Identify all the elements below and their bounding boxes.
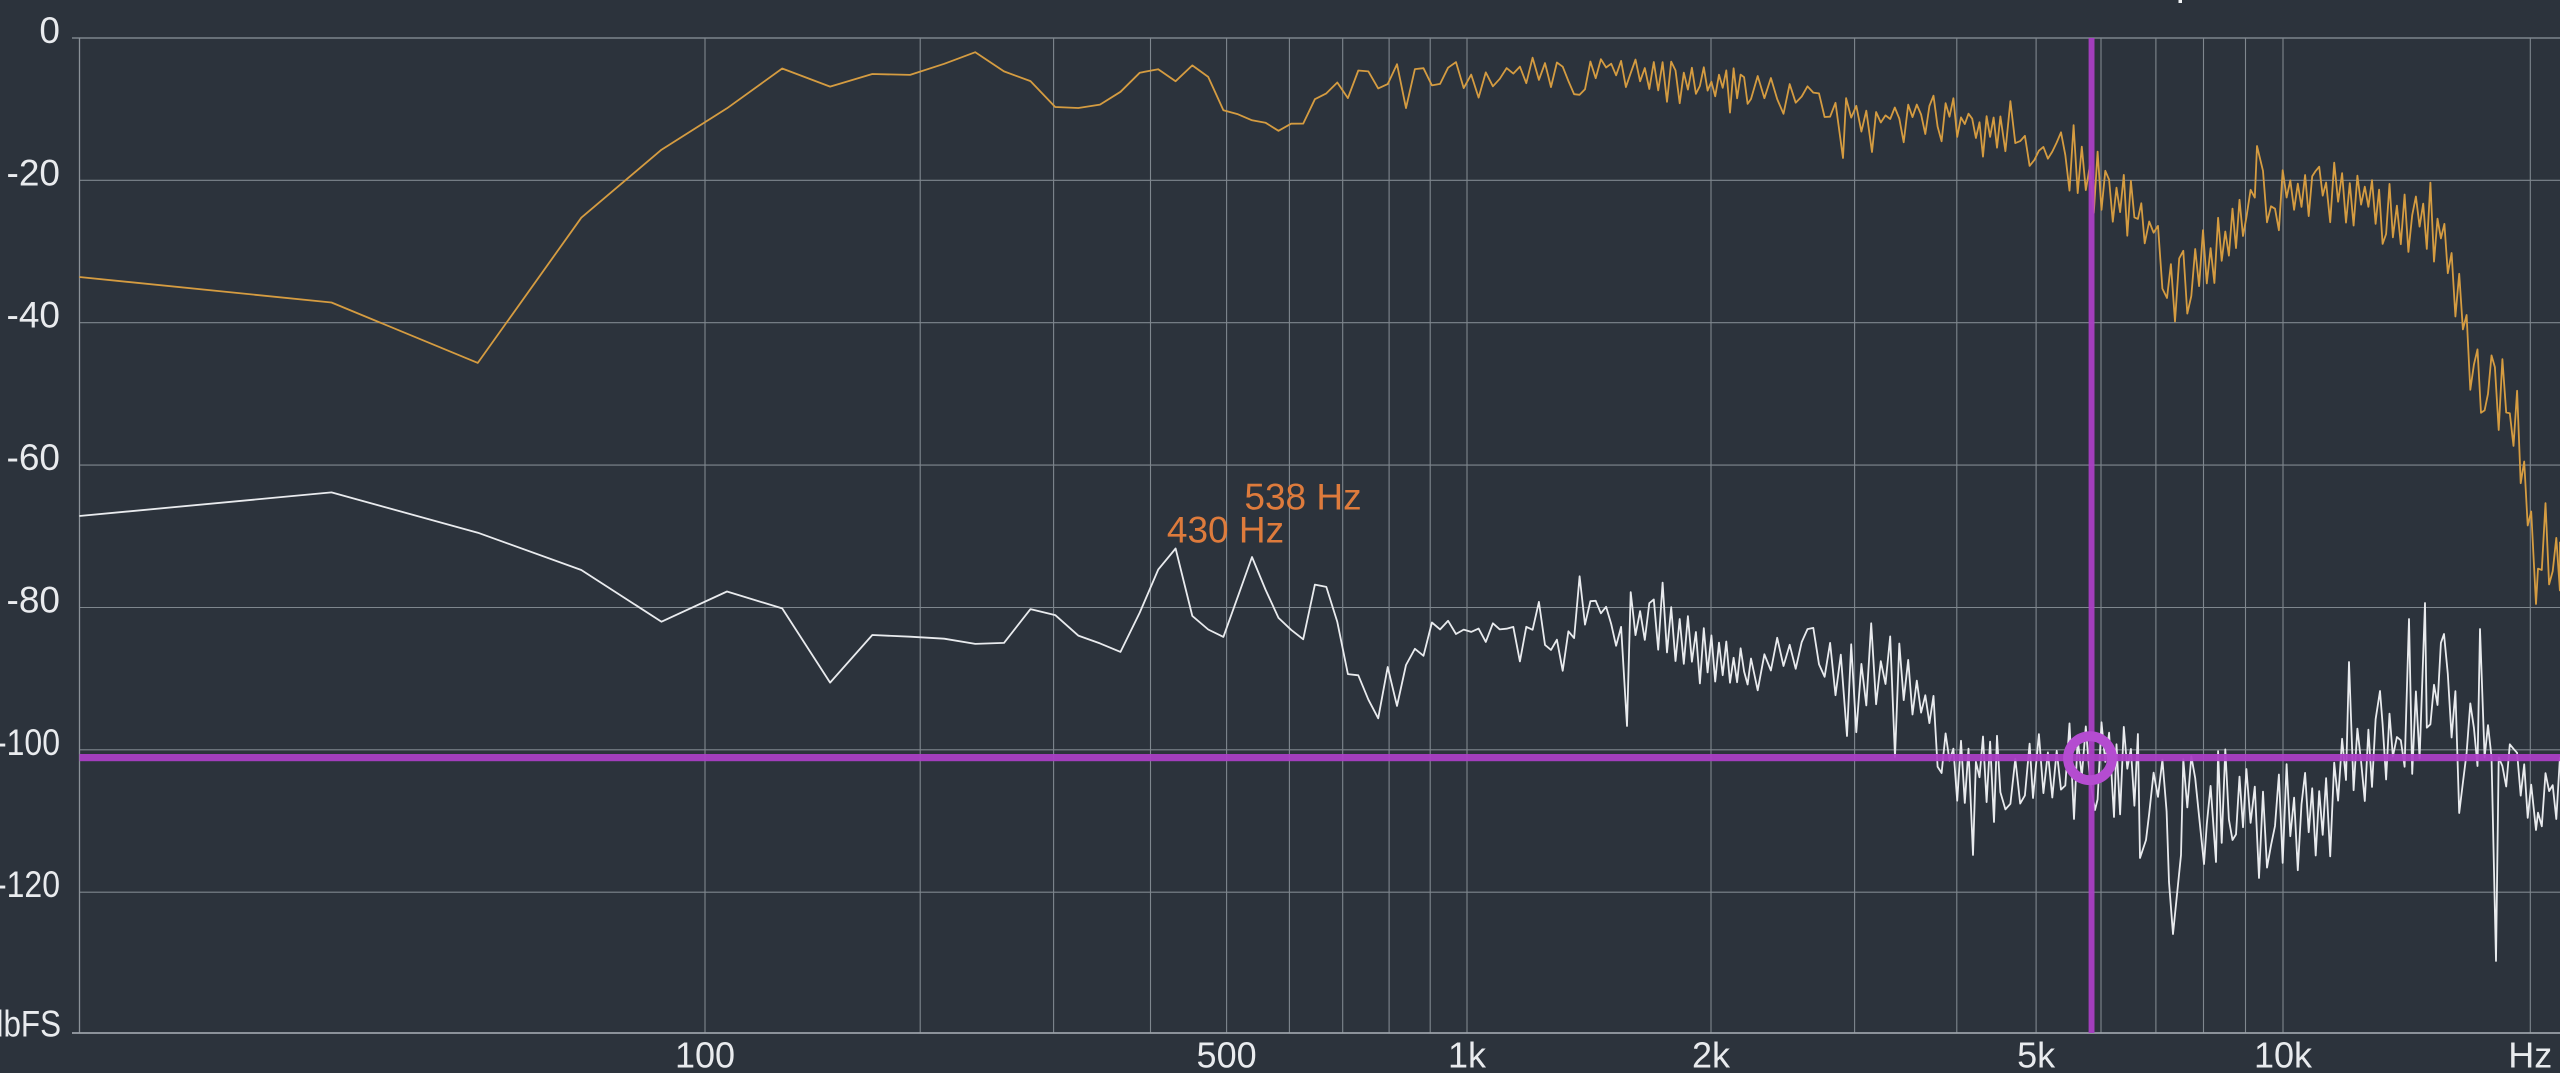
svg-text:0: 0 xyxy=(39,10,60,51)
svg-text:Hz: Hz xyxy=(2508,1035,2552,1073)
svg-text:-120: -120 xyxy=(0,864,60,905)
svg-text:10k: 10k xyxy=(2254,1035,2313,1073)
svg-text:100: 100 xyxy=(675,1035,735,1073)
svg-text:500: 500 xyxy=(1197,1035,1257,1073)
svg-text:-40: -40 xyxy=(7,295,60,336)
svg-text:5k: 5k xyxy=(2017,1035,2056,1073)
svg-text:-80: -80 xyxy=(7,580,60,621)
svg-text:1k: 1k xyxy=(1448,1035,1487,1073)
svg-text:-20: -20 xyxy=(7,152,60,193)
svg-text:-60: -60 xyxy=(7,437,60,478)
svg-text:2k: 2k xyxy=(1692,1035,1731,1073)
svg-text:538 Hz: 538 Hz xyxy=(1244,477,1361,518)
svg-text:430 Hz: 430 Hz xyxy=(1167,510,1284,551)
svg-text:dbFS: dbFS xyxy=(0,1004,61,1045)
svg-text:-100: -100 xyxy=(0,722,60,763)
